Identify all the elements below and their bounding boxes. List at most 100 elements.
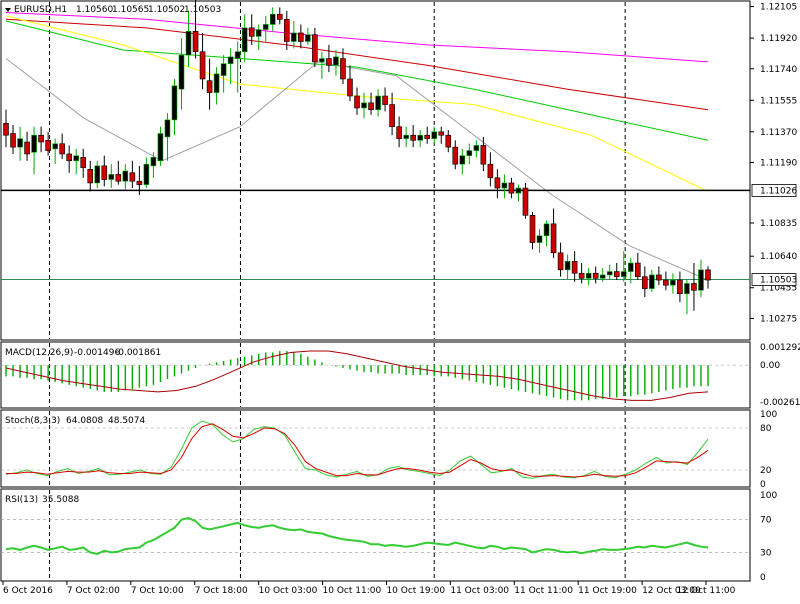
candle-body (522, 187, 529, 216)
moving-average-line (5, 20, 709, 141)
candle-body (164, 119, 171, 138)
candle-body (627, 262, 634, 272)
time-tick-label: 11 Oct 03:00 (450, 586, 509, 596)
candle-body (269, 13, 276, 25)
time-tick-label: 12 Oct 03:00 (642, 586, 701, 596)
candle-body (642, 276, 648, 289)
time-tick-label: 6 Oct 2016 (3, 586, 53, 596)
candle-body (185, 30, 192, 56)
candle-body (445, 134, 452, 148)
stoch-tick-label: 100 (760, 410, 777, 420)
candle-body (305, 34, 311, 42)
candle-body (508, 182, 515, 194)
macd-tick-label: 0.00 (760, 361, 780, 371)
candle-body (171, 85, 178, 121)
candle-body (94, 165, 101, 184)
candle-body (122, 170, 129, 182)
candle-body (501, 182, 508, 189)
candle-body (389, 104, 395, 127)
macd-value: -0.001496 (74, 348, 120, 358)
candle-body (241, 27, 248, 53)
moving-average-line (5, 18, 709, 111)
candle-body (375, 95, 381, 110)
candle-body (620, 271, 627, 277)
candle-body (494, 177, 501, 189)
candle-body (101, 165, 108, 180)
dropdown-arrow-icon[interactable] (5, 8, 11, 12)
candle-body (557, 252, 564, 271)
rsi-tick-label: 70 (760, 516, 772, 526)
macd-panel: 0.001292 0.00 -0.00261 (1, 343, 800, 408)
candle-body (45, 140, 51, 151)
candle-body (403, 134, 409, 139)
candle-body (564, 261, 571, 271)
horizontal-line-label-box (751, 273, 797, 286)
candle-body (656, 274, 662, 281)
rsi-value: 35.5088 (42, 495, 79, 505)
price-tick-label: 1.10275 (760, 314, 797, 324)
stoch-signal-value: 48.5074 (108, 416, 145, 426)
macd-header: MACD(12,26,9) -0.001496 -0.001861 (5, 348, 161, 358)
price-axis: 1.12105 1.11920 1.11740 1.11555 1.11370 1.111… (750, 3, 797, 324)
macd-panel-frame (0, 341, 751, 409)
candle-body (396, 126, 402, 139)
candle-body (684, 283, 690, 294)
moving-average-line (5, 12, 709, 63)
horizontal-line-labels: 1.11026 1.10503 (751, 184, 797, 286)
candle-body (206, 80, 213, 93)
horizontal-lines (1, 189, 750, 281)
stoch-signal-line (6, 423, 709, 478)
price-tick-label: 1.11190 (760, 158, 797, 168)
candle-body (10, 133, 16, 148)
candle-body (255, 29, 262, 37)
candle-body (115, 174, 122, 182)
candle-body (298, 32, 304, 42)
ohlc-high: 1.10565 (112, 5, 149, 15)
candle-body (705, 269, 711, 281)
time-tick-label: 11 Oct 19:00 (578, 586, 637, 596)
ohlc-low: 1.10502 (148, 5, 185, 15)
candle-body (213, 73, 220, 93)
candle-body (276, 13, 283, 20)
candle-body (312, 34, 318, 63)
time-tick-label: 10 Oct 11:00 (323, 586, 382, 596)
candle-body (459, 155, 466, 165)
candle-body (670, 279, 676, 286)
candle-body (698, 269, 704, 291)
candle-body (262, 24, 269, 30)
candle-body (66, 153, 72, 162)
candle-body (87, 168, 94, 184)
price-tick-label: 1.11370 (760, 128, 797, 138)
horizontal-line-label: 1.10503 (760, 276, 797, 286)
moving-average-line (5, 58, 709, 281)
candle-body (227, 56, 234, 64)
candle-body (31, 134, 37, 153)
candle-body (248, 27, 255, 37)
macd-signal-line (5, 350, 709, 401)
candle-body (150, 157, 157, 167)
candle-body (487, 163, 494, 179)
horizontal-line-label: 1.11026 (760, 186, 797, 196)
price-tick-label: 1.10835 (760, 219, 797, 229)
candle-body (550, 223, 557, 254)
candle-body (192, 30, 199, 53)
candle-body (73, 155, 79, 162)
candle-body (361, 102, 367, 109)
candle-body (136, 180, 143, 185)
candle-body (480, 145, 487, 165)
candle-body (634, 262, 641, 277)
stoch-tick-label: 0 (760, 480, 766, 490)
price-tick-label: 1.11555 (760, 96, 797, 106)
candle-body (599, 274, 606, 279)
price-tick-label: 1.12105 (760, 3, 797, 13)
candle-body (578, 272, 585, 279)
stoch-main-value: 64.0808 (66, 416, 103, 426)
stoch-tick-label: 20 (760, 466, 772, 476)
candle-body (326, 58, 332, 66)
rsi-panel-frame (0, 488, 751, 582)
price-tick-label: 1.10455 (760, 284, 797, 294)
candle-body (108, 174, 115, 180)
price-panel-frame (0, 0, 751, 341)
